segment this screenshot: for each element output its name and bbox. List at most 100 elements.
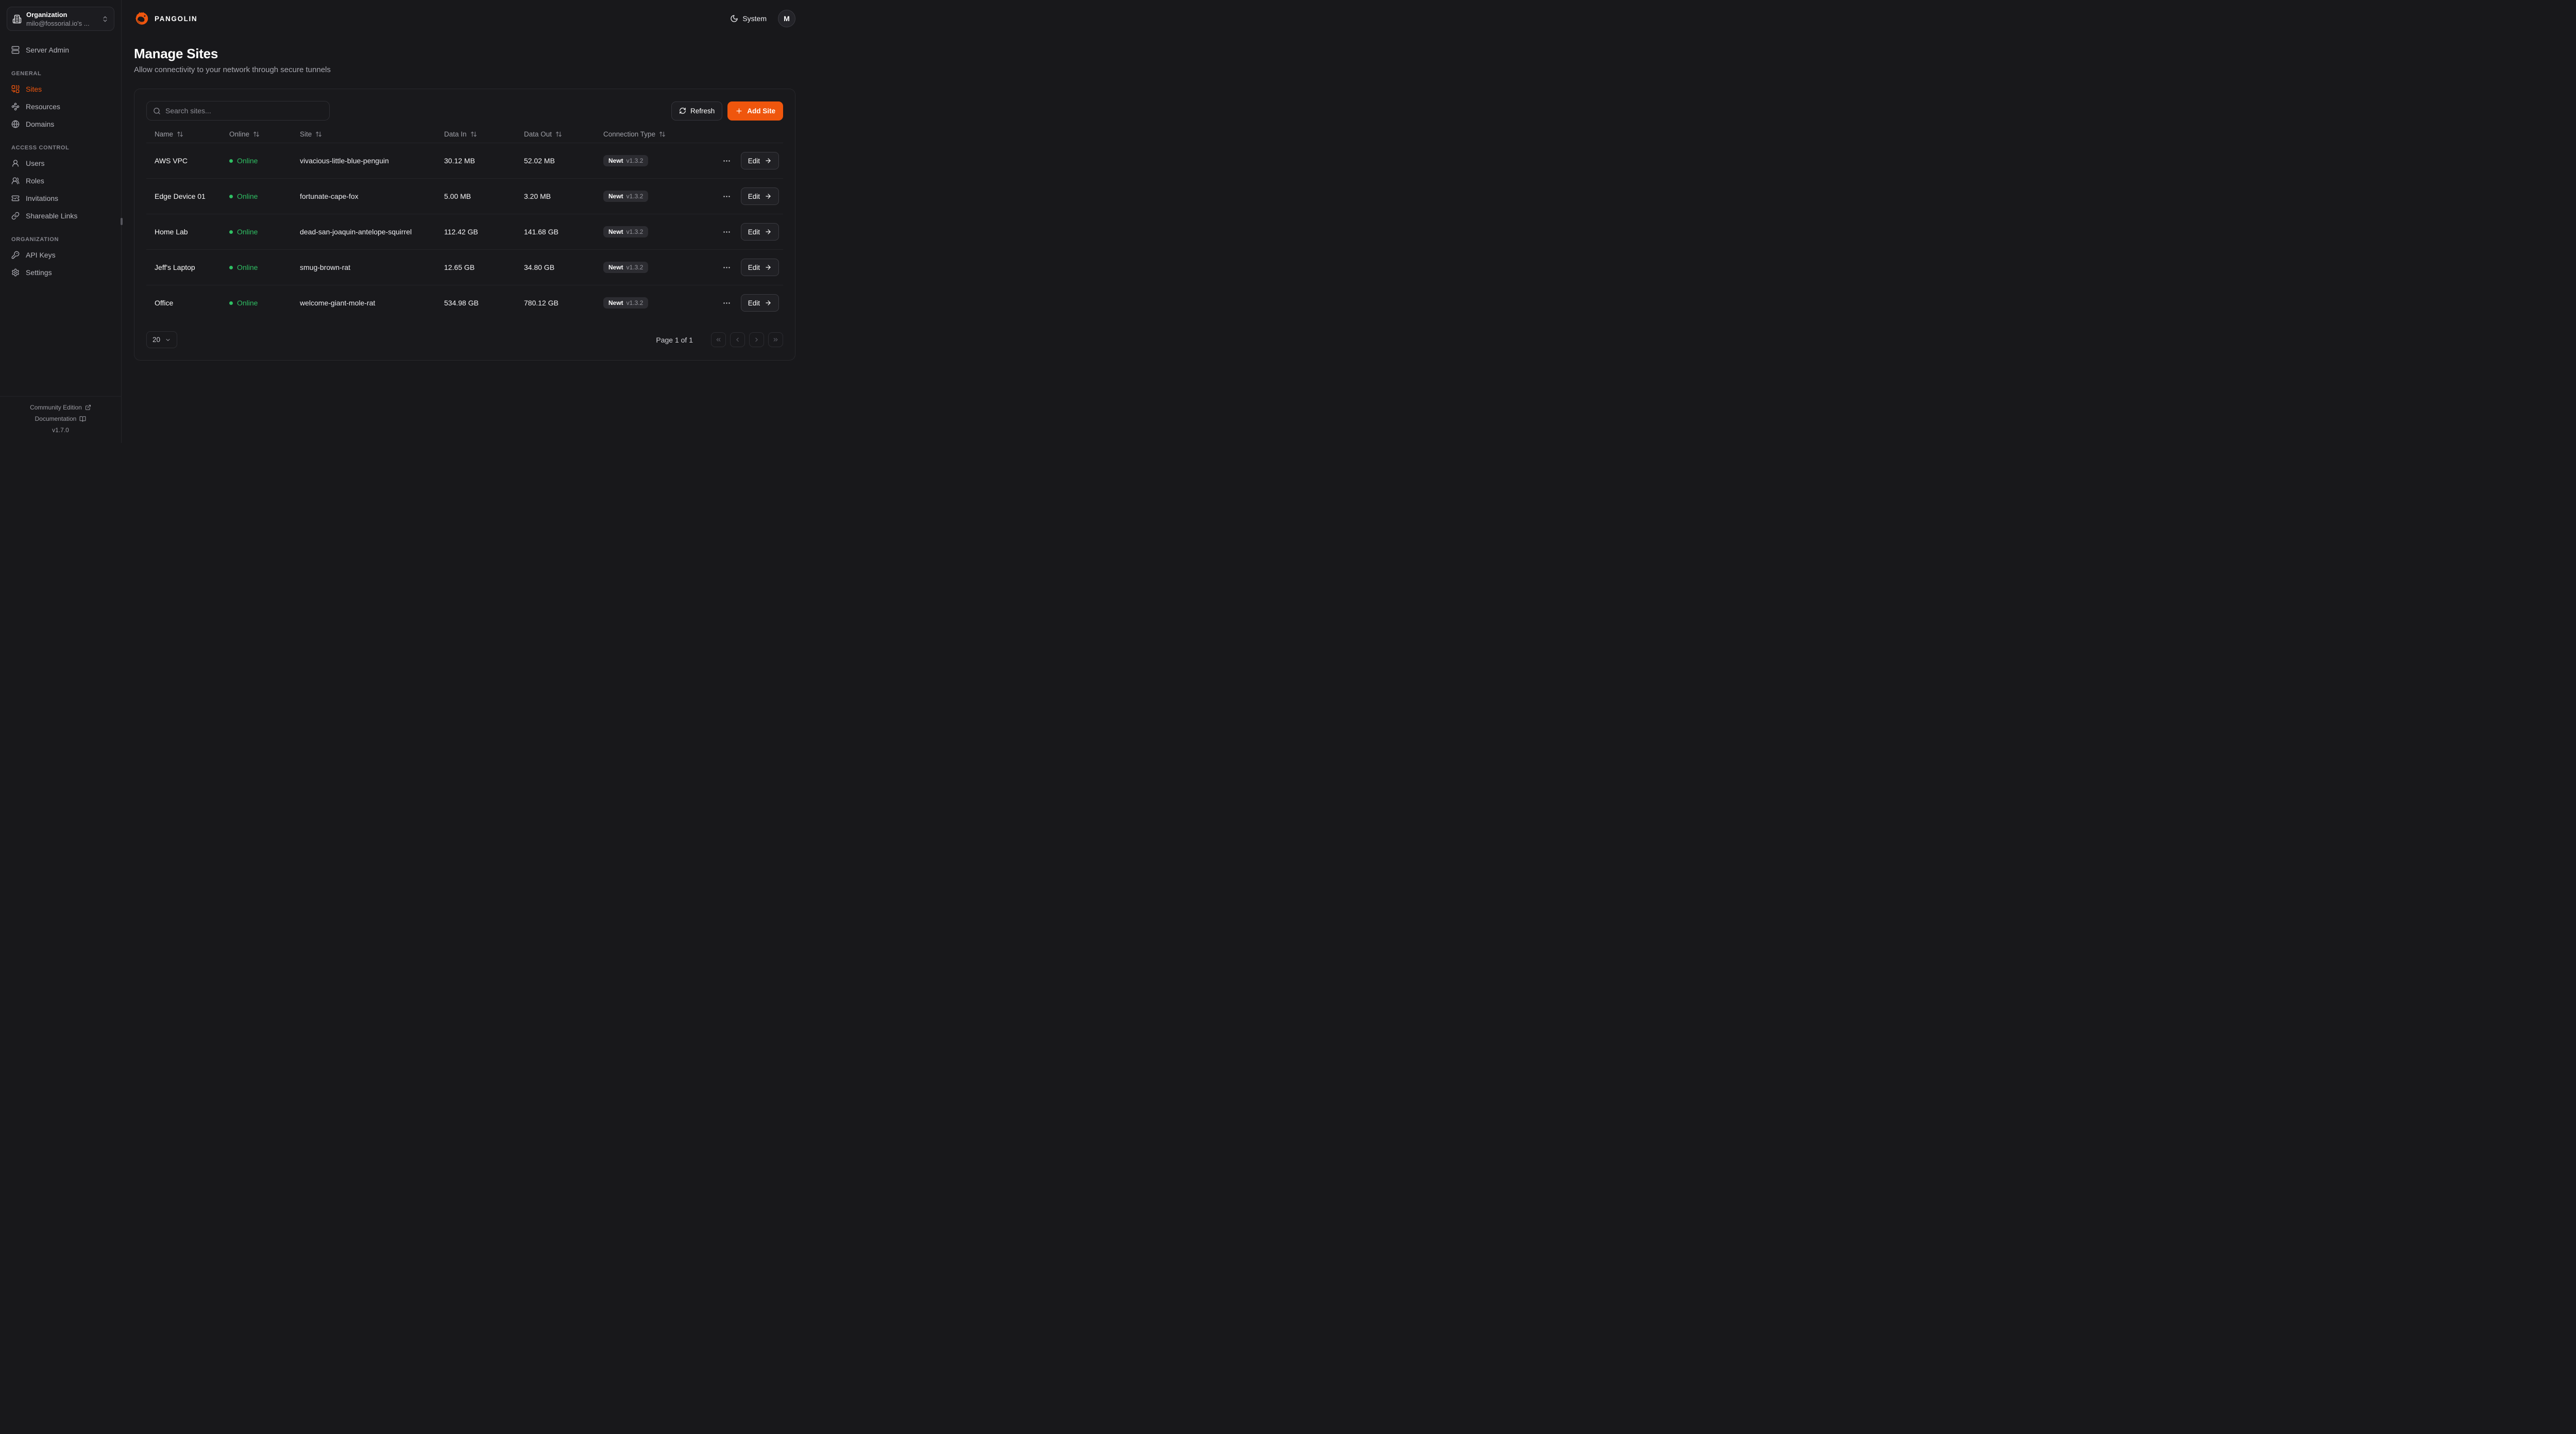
community-edition-link[interactable]: Community Edition (6, 402, 115, 413)
org-value: milo@fossorial.io's ... (26, 19, 90, 27)
edit-button[interactable]: Edit (740, 152, 779, 169)
first-page-button[interactable] (711, 332, 726, 347)
column-header-data-out[interactable]: Data Out (516, 126, 595, 143)
row-menu-button[interactable] (722, 192, 731, 201)
next-page-button[interactable] (749, 332, 764, 347)
pager: Page 1 of 1 (656, 332, 783, 347)
pagination: 20 Page 1 of 1 (146, 331, 783, 348)
sidebar-resize-handle[interactable] (121, 218, 123, 225)
search-input[interactable] (165, 107, 323, 115)
sort-icon (315, 131, 322, 138)
book-open-icon (79, 416, 86, 422)
column-label: Data In (444, 130, 467, 138)
chevron-down-icon (165, 337, 171, 343)
sidebar: Organization milo@fossorial.io's ... Ser… (0, 0, 123, 443)
page-title: Manage Sites (134, 46, 218, 61)
edit-button[interactable]: Edit (740, 294, 779, 312)
cell-connection-type: Newt v1.3.2 (595, 182, 693, 211)
cell-data-in: 112.42 GB (444, 228, 478, 236)
avatar[interactable]: M (778, 10, 795, 27)
connection-type-version: v1.3.2 (626, 264, 643, 271)
refresh-label: Refresh (690, 107, 715, 115)
cell-site: fortunate-cape-fox (300, 192, 359, 200)
external-link-icon (85, 404, 91, 411)
cell-connection-type: Newt v1.3.2 (595, 146, 693, 175)
cell-online: Online (221, 219, 292, 245)
ellipsis-icon (722, 299, 731, 308)
column-header-online[interactable]: Online (221, 126, 292, 143)
theme-toggle[interactable]: System (730, 14, 767, 23)
cell-site: welcome-giant-mole-rat (300, 299, 376, 307)
column-header-connection-type[interactable]: Connection Type (595, 126, 693, 143)
org-selector[interactable]: Organization milo@fossorial.io's ... (7, 7, 114, 31)
row-menu-button[interactable] (722, 157, 731, 165)
sidebar-item-domains[interactable]: Domains (7, 116, 114, 132)
brand-logo[interactable]: PANGOLIN (134, 11, 197, 26)
theme-label: System (742, 14, 767, 23)
row-menu-button[interactable] (722, 263, 731, 272)
sidebar-item-server-admin[interactable]: Server Admin (7, 42, 114, 58)
users-icon (11, 177, 20, 185)
ellipsis-icon (722, 263, 731, 272)
sites-table-card: Refresh Add Site Name Online Site (134, 89, 795, 361)
connection-type-version: v1.3.2 (626, 193, 643, 200)
ellipsis-icon (722, 228, 731, 236)
building-icon (12, 14, 22, 24)
column-header-site[interactable]: Site (292, 126, 436, 143)
page-size-select[interactable]: 20 (146, 331, 178, 348)
sidebar-item-roles[interactable]: Roles (7, 173, 114, 189)
page-head: Manage Sites Allow connectivity to your … (134, 46, 795, 74)
sidebar-item-label: Roles (26, 177, 44, 185)
edit-label: Edit (748, 299, 760, 307)
cell-data-in: 30.12 MB (444, 157, 475, 165)
add-site-button[interactable]: Add Site (727, 101, 783, 121)
cell-name: AWS VPC (155, 157, 188, 165)
sidebar-item-invitations[interactable]: Invitations (7, 190, 114, 207)
column-header-name[interactable]: Name (146, 126, 221, 143)
user-icon (11, 159, 20, 167)
arrow-right-icon (765, 228, 772, 235)
sidebar-item-resources[interactable]: Resources (7, 98, 114, 115)
page-subtitle: Allow connectivity to your network throu… (134, 65, 331, 74)
ellipsis-icon (722, 192, 731, 201)
online-dot (229, 194, 233, 198)
topbar-right: System M (730, 10, 795, 27)
key-icon (11, 251, 20, 259)
org-text: Organization milo@fossorial.io's ... (26, 10, 97, 28)
moon-icon (730, 14, 738, 23)
edit-button[interactable]: Edit (740, 187, 779, 205)
cell-actions: Edit (693, 179, 783, 214)
row-menu-button[interactable] (722, 228, 731, 236)
page-info: Page 1 of 1 (656, 335, 693, 344)
edit-button[interactable]: Edit (740, 223, 779, 241)
arrow-right-icon (765, 264, 772, 271)
column-label: Data Out (524, 130, 552, 138)
online-status-label: Online (237, 157, 258, 165)
last-page-button[interactable] (768, 332, 783, 347)
section-title-general: GENERAL (11, 71, 42, 77)
cell-site: vivacious-little-blue-penguin (300, 157, 389, 165)
sidebar-footer: Community Edition Documentation v1.7.0 (0, 396, 121, 443)
connection-type-version: v1.3.2 (626, 228, 643, 235)
column-label: Online (229, 130, 250, 138)
documentation-link[interactable]: Documentation (6, 413, 115, 424)
cell-online: Online (221, 254, 292, 280)
table-row: Office Online welcome-giant-mole-rat 534… (146, 285, 783, 320)
cell-data-in: 534.98 GB (444, 299, 479, 307)
sidebar-item-sites[interactable]: Sites (7, 81, 114, 97)
edit-button[interactable]: Edit (740, 259, 779, 276)
sidebar-nav: Server Admin GENERAL Sites Resources Dom… (0, 38, 121, 282)
row-menu-button[interactable] (722, 299, 731, 308)
sidebar-item-shareable-links[interactable]: Shareable Links (7, 208, 114, 224)
previous-page-button[interactable] (730, 332, 745, 347)
column-header-data-in[interactable]: Data In (436, 126, 516, 143)
sidebar-item-label: Server Admin (26, 46, 70, 54)
connection-type-badge: Newt v1.3.2 (603, 262, 649, 273)
server-icon (11, 46, 20, 54)
sidebar-item-api-keys[interactable]: API Keys (7, 247, 114, 263)
column-label: Site (300, 130, 312, 138)
refresh-button[interactable]: Refresh (671, 101, 723, 121)
connection-type-name: Newt (608, 299, 623, 306)
sidebar-item-users[interactable]: Users (7, 155, 114, 172)
sidebar-item-settings[interactable]: Settings (7, 264, 114, 281)
